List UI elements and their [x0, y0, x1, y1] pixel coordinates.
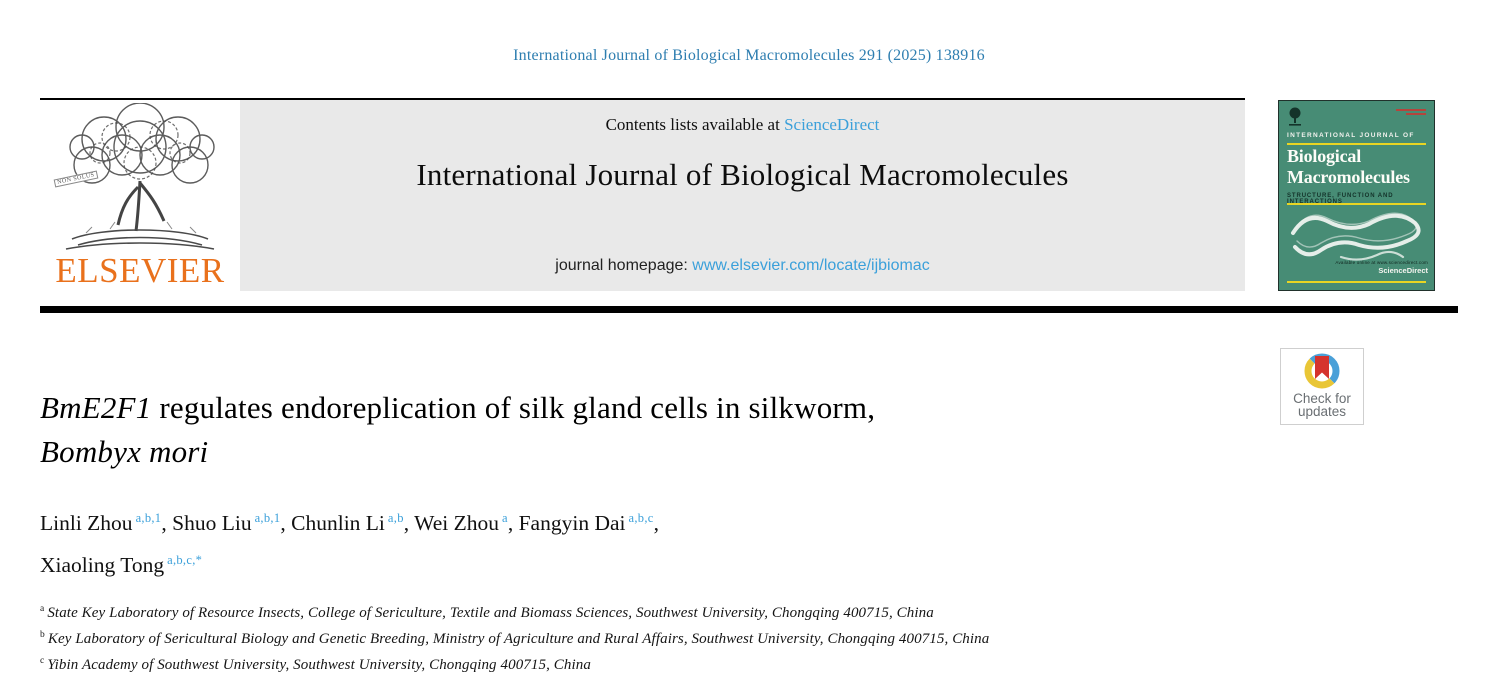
article-title-line1: BmE2F1 regulates endoreplication of silk…: [40, 390, 876, 425]
affiliation-list: a State Key Laboratory of Resource Insect…: [40, 598, 1300, 676]
molecule-sketch-icon: [1291, 212, 1421, 261]
elsevier-tree-icon: [65, 103, 215, 250]
sciencedirect-link[interactable]: ScienceDirect: [784, 115, 880, 134]
author-affil-sup: a,b: [387, 511, 404, 525]
issn-marks: [1396, 109, 1426, 117]
homepage-prefix: journal homepage:: [555, 257, 693, 274]
affiliation-b: b Key Laboratory of Sericultural Biology …: [40, 630, 990, 647]
author-affil-sup: a: [501, 511, 508, 525]
article-title-line2: Bombyx mori: [40, 434, 209, 469]
author-affil-sup corresponding-author-mark: a,b,c,*: [167, 553, 203, 568]
elsevier-logo: NON SOLUS ELSEVIER: [40, 103, 240, 293]
elsevier-wordmark: ELSEVIER: [55, 251, 225, 290]
affiliation-a: a State Key Laboratory of Resource Insect…: [40, 604, 934, 621]
contents-line: Contents lists available at ScienceDirec…: [240, 115, 1245, 135]
author-list: Linli Zhou a,b,1, Shuo Liu a,b,1, Chunlin …: [40, 500, 1140, 584]
citation-line[interactable]: International Journal of Biological Macr…: [513, 47, 985, 64]
author: Linli Zhou a,b,1,: [40, 511, 173, 536]
badge-label-line2: updates: [1297, 404, 1347, 419]
journal-title: International Journal of Biological Macr…: [416, 157, 1069, 192]
author-affil-sup: a,b,c: [628, 511, 654, 525]
author: Fangyin Dai a,b,c,: [518, 511, 659, 536]
journal-banner: Contents lists available at ScienceDirec…: [240, 100, 1245, 291]
badge-label-line1: Check for: [1293, 391, 1351, 406]
article-title: BmE2F1 regulates endoreplication of silk…: [40, 386, 1190, 474]
cover-available-line: Available online at www.sciencedirect.co…: [1335, 260, 1428, 265]
author-affil-sup: a,b,1: [254, 511, 281, 525]
homepage-line: journal homepage: www.elsevier.com/locat…: [240, 257, 1245, 275]
contents-prefix: Contents lists available at: [605, 115, 785, 134]
cover-subtitle: STRUCTURE, FUNCTION AND INTERACTIONS: [1287, 193, 1394, 205]
bookmark-icon: [1315, 356, 1329, 379]
author-line-1: Linli Zhou a,b,1, Shuo Liu a,b,1, Chunlin …: [40, 500, 1140, 542]
author: Chunlin Li a,b,: [291, 511, 415, 536]
author-line-2: Xiaoling Tong a,b,c,*: [40, 542, 1140, 584]
affiliation-c: c Yibin Academy of Southwest University, …: [40, 656, 591, 673]
author: Xiaoling Tong a,b,c,*: [40, 553, 203, 578]
cover-sciencedirect-label: ScienceDirect: [1378, 266, 1428, 275]
header-top-rule: [40, 98, 1245, 100]
cover-title: Biological Macromolecules: [1287, 146, 1410, 187]
cover-rule-mid: [1287, 203, 1426, 205]
author-affil-sup: a,b,1: [135, 511, 162, 525]
crossmark-icon: [1304, 353, 1340, 389]
mini-tree-icon: [1289, 107, 1301, 126]
cover-kicker: INTERNATIONAL JOURNAL OF: [1287, 132, 1415, 139]
author: Wei Zhou a,: [414, 511, 519, 536]
journal-cover-thumbnail: INTERNATIONAL JOURNAL OF Biological Macr…: [1278, 100, 1435, 291]
cover-rule-top: [1287, 143, 1426, 145]
author: Shuo Liu a,b,1,: [172, 511, 292, 536]
journal-homepage-link[interactable]: www.elsevier.com/locate/ijbiomac: [692, 257, 930, 274]
section-divider-rule: [40, 306, 1458, 313]
check-for-updates-badge[interactable]: Check for updates: [1280, 348, 1364, 425]
cover-rule-bottom: [1287, 280, 1426, 283]
